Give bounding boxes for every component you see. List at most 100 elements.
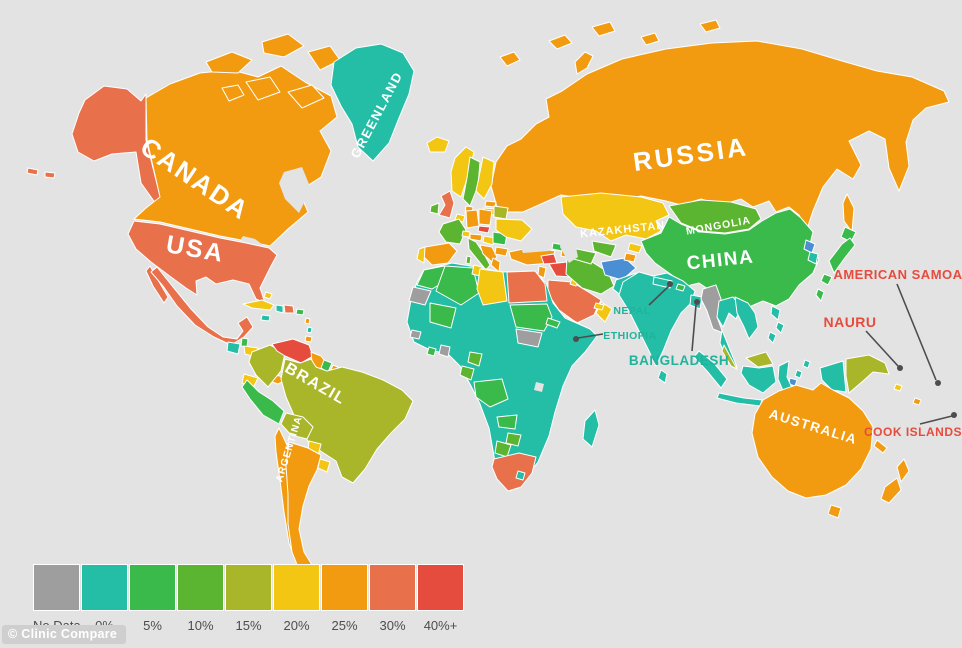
region-jamaica [260,314,271,322]
region-uk [438,190,455,219]
region-dominican-republic [283,304,295,314]
region-kazakhstan [560,192,670,242]
legend-swatch-0 [81,564,128,611]
region-arctic-canada [245,76,281,101]
region-aleutians [26,167,39,176]
region-japan-honshu [828,237,856,274]
dot-bangladesh [694,299,700,305]
region-sumatra [693,350,728,389]
region-france [438,218,467,245]
region-arctic-canada [261,33,305,58]
region-philippines [767,331,777,344]
region-kyrgyzstan [627,242,643,254]
region-antilles [304,317,311,325]
callout-bangladesh: BANGLADESH [629,353,729,368]
region-haiti [275,304,284,314]
region-norway [450,146,475,198]
region-venezuela [271,338,314,364]
region-sudan [509,303,553,332]
region-ireland [429,202,440,215]
region-arctic-canada [287,84,325,109]
region-uae [593,302,605,311]
legend-item-0: 0% [81,564,128,633]
hudson-bay [279,167,311,213]
region-philippines [770,305,781,321]
region-portugal [416,246,426,264]
dot-cook-islands [951,412,957,418]
callout-ethiopia: ETHIOPIA [603,330,657,342]
region-liberia [426,346,437,357]
legend-item-25: 25% [321,564,368,633]
region-sweden [462,156,481,207]
region-australia [751,382,874,499]
legend-swatch-20 [273,564,320,611]
region-zimbabwe [505,432,522,447]
region-belarus [493,205,509,220]
legend-label: 15% [235,618,262,633]
region-jordan [537,265,547,279]
legend-item-15: 15% [225,564,272,633]
region-bhutan [675,283,686,292]
region-tasmania [827,504,842,519]
region-colombia [248,344,286,388]
region-libya [476,268,508,306]
region-arctic-canada [221,84,245,102]
region-sakhalin [842,193,855,233]
region-arctic-isle [699,19,721,33]
region-moluccas [802,359,811,369]
legend-item-20: 20% [273,564,320,633]
callout-nauru: NAURU [823,314,876,330]
region-arctic-canada [205,51,253,74]
region-mali [429,302,457,329]
region-western-sahara [408,286,432,306]
region-tajikistan [623,252,637,263]
leader-cook-islands [919,415,953,425]
legend-swatch-30 [369,564,416,611]
region-ghana [438,344,451,358]
callout-cook-islands: COOK ISLANDS [864,425,962,439]
legend-item-10: 10% [177,564,224,633]
caspian-sea [560,233,578,263]
legend-swatch-15 [225,564,272,611]
region-bulgaria [494,246,509,257]
region-novaya-zemlya [574,51,594,75]
lake-victoria [534,382,544,392]
region-thailand [716,296,742,328]
region-arctic-isle [640,32,660,46]
region-puerto-rico [295,308,305,316]
region-egypt [506,270,548,304]
copyright-credit: © Clinic Compare [2,625,127,644]
region-malaysia [721,344,738,370]
region-sardinia [465,255,472,265]
region-italy [467,237,491,271]
region-aleutians [44,171,56,179]
callout-american-samoa: AMERICAN SAMOA [833,267,962,282]
region-madagascar [582,409,600,448]
legend-label: 30% [379,618,406,633]
region-uzbekistan [591,240,617,258]
legend-swatch-25 [321,564,368,611]
region-arctic-isle [591,21,616,37]
region-antilles [306,326,313,334]
region-malaysia-borneo [745,351,774,368]
region-mexico [150,266,254,346]
dot-nauru [897,365,903,371]
dot-nepal [667,281,673,287]
legend-item-no-data: No Data [33,564,81,633]
region-nepal [652,276,673,289]
region-south-korea [807,251,819,265]
region-argentina [285,441,322,573]
legend: No Data 0% 5% 10% 15% 20% 25% 30% [33,564,465,633]
region-poland [478,208,493,226]
region-arctic-isle [548,34,573,50]
region-afghanistan [600,257,637,281]
region-java [716,392,763,407]
region-zambia [496,414,518,430]
legend-swatch-5 [129,564,176,611]
dot-american-samoa [935,380,941,386]
legend-swatch-no-data [33,564,80,611]
region-cameroon [467,351,483,367]
region-sri-lanka [657,369,668,384]
region-finland [475,156,495,200]
